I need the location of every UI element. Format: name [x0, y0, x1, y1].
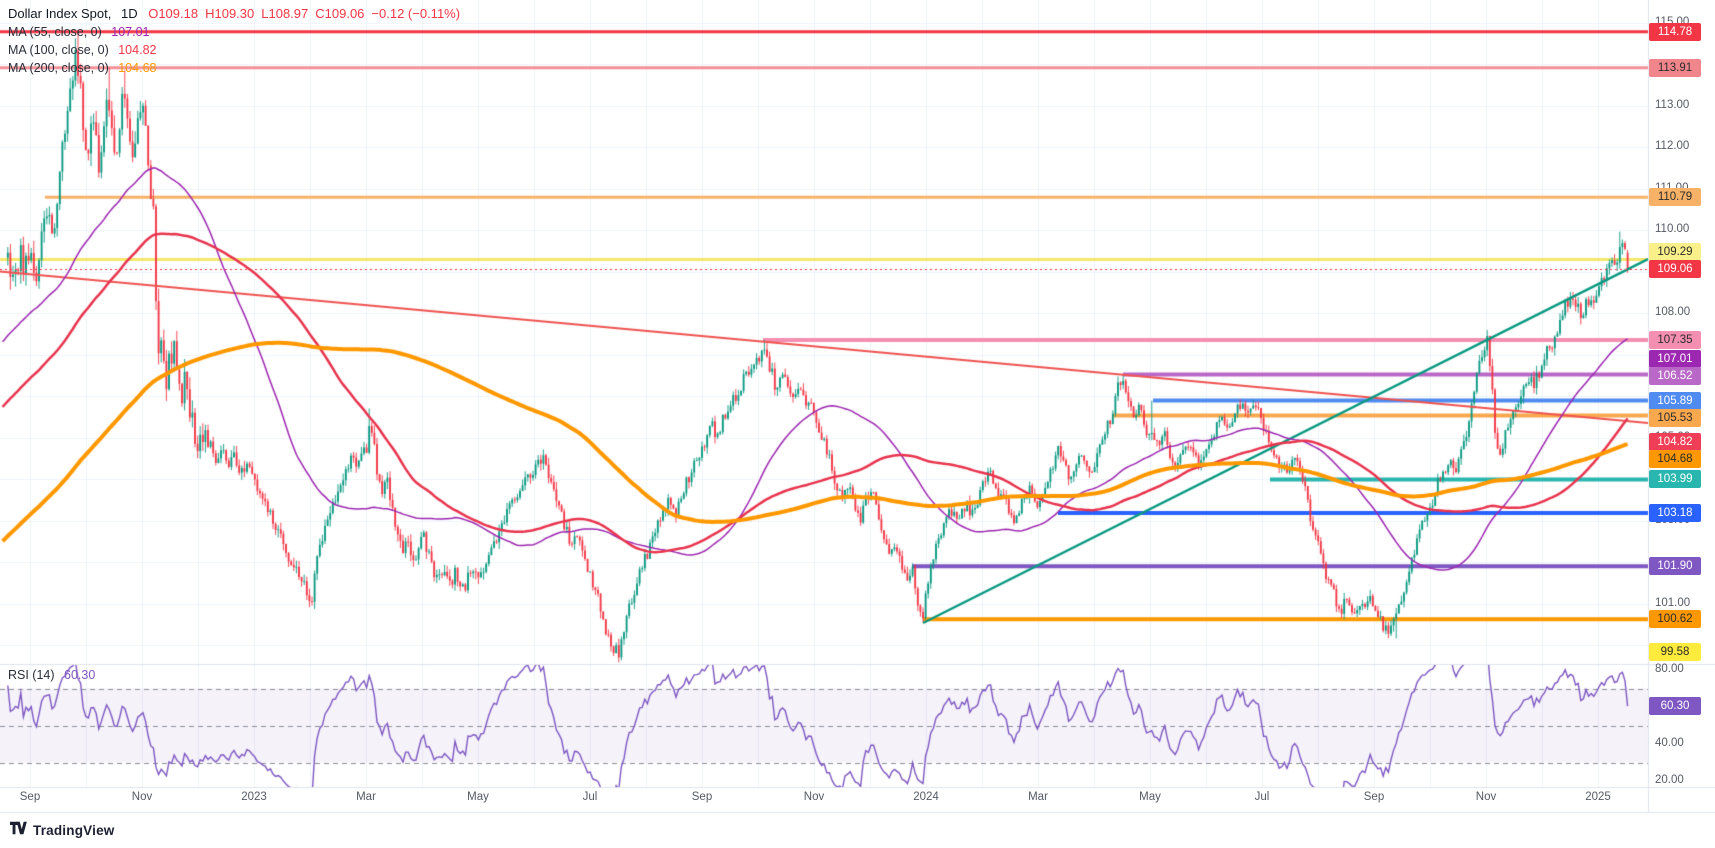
price-label-badge: 104.82 [1649, 432, 1701, 451]
price-label-badge: 99.58 [1649, 643, 1701, 661]
time-label: 2024 [913, 791, 939, 803]
time-label: Mar [356, 791, 376, 803]
price-label-badge: 101.90 [1649, 557, 1701, 576]
indicator-row-ma200[interactable]: MA (200, close, 0) 104.68 [8, 59, 460, 77]
time-label: Sep [19, 791, 41, 803]
time-label: May [1139, 791, 1161, 803]
rsi-label: RSI (14) [8, 668, 55, 682]
price-label-badge: 60.30 [1649, 697, 1701, 716]
price-label-badge: 107.35 [1649, 330, 1701, 349]
time-label: Sep [1363, 791, 1385, 803]
price-tick: 112.00 [1655, 140, 1690, 152]
rsi-value: 60.30 [64, 668, 96, 682]
rsi-tick: 80.00 [1655, 663, 1684, 675]
price-label-badge: 103.99 [1649, 470, 1701, 489]
indicator-row-ma100[interactable]: MA (100, close, 0) 104.82 [8, 41, 460, 59]
price-label-badge: 110.79 [1649, 188, 1701, 207]
price-label-badge: 100.62 [1649, 610, 1701, 629]
tradingview-logo-icon [10, 821, 27, 840]
ma55-label: MA (55, close, 0) [8, 25, 102, 39]
symbol-legend: Dollar Index Spot, 1D O109.18 H109.30 L108… [8, 5, 460, 77]
price-label-badge: 109.06 [1649, 260, 1701, 278]
interval-label: 1D [120, 6, 138, 21]
symbol-row[interactable]: Dollar Index Spot, 1D O109.18 H109.30 L108… [8, 5, 460, 23]
time-label: Jul [582, 791, 598, 803]
ohlc-close: C109.06 [315, 6, 365, 21]
price-tick: 113.00 [1655, 98, 1690, 111]
ohlc-high: H109.30 [205, 6, 255, 21]
price-label-badge: 105.89 [1649, 391, 1701, 410]
price-label-badge: 106.52 [1649, 367, 1701, 386]
ma100-label: MA (100, close, 0) [8, 43, 109, 57]
rsi-tick: 20.00 [1655, 774, 1684, 786]
price-label-badge: 109.29 [1649, 243, 1701, 262]
tradingview-brand-text: TradingView [33, 823, 115, 838]
rsi-legend-row[interactable]: RSI (14) 60.30 [8, 667, 95, 684]
time-label: Sep [691, 791, 713, 803]
time-label: Nov [131, 791, 153, 803]
price-tick: 108.00 [1655, 306, 1691, 318]
ma200-value: 104.68 [118, 61, 157, 75]
price-label-badge: 104.68 [1649, 449, 1701, 468]
tradingview-attribution[interactable]: TradingView [10, 821, 114, 840]
ma55-value: 107.01 [111, 25, 150, 39]
time-label: 2025 [1585, 791, 1611, 803]
time-label: Nov [1475, 791, 1497, 803]
ma200-label: MA (200, close, 0) [8, 61, 109, 75]
ohlc-open: O109.18 [148, 6, 199, 21]
rsi-tick: 40.00 [1655, 737, 1684, 749]
ohlc-low: L108.97 [261, 6, 309, 21]
indicator-row-ma55[interactable]: MA (55, close, 0) 107.01 [8, 23, 460, 41]
price-label-badge: 105.53 [1649, 408, 1701, 427]
time-label: May [467, 791, 489, 803]
price-label-badge: 107.01 [1649, 350, 1701, 369]
time-label: 2023 [241, 791, 267, 803]
price-tick: 110.00 [1655, 223, 1690, 235]
ohlc-values: O109.18 H109.30 L108.97 C109.06 −0.12 (−0.11… [141, 6, 460, 21]
ma100-value: 104.82 [118, 43, 157, 57]
price-label-badge: 113.91 [1649, 58, 1701, 77]
price-label-badge: 103.18 [1649, 504, 1701, 523]
time-label: Jul [1254, 791, 1270, 803]
price-axis[interactable]: 115.00113.00112.00111.00110.00108.00105.… [1648, 0, 1715, 812]
price-tick: 101.00 [1655, 596, 1691, 609]
time-axis[interactable]: Sep Nov 2023 Mar May Jul Sep Nov 2024 Mar May Jul Se… [0, 787, 1648, 812]
symbol-title: Dollar Index Spot, [8, 6, 112, 21]
time-label: Mar [1028, 791, 1048, 803]
price-label-badge: 114.78 [1649, 22, 1701, 41]
ohlc-change: −0.12 (−0.11%) [371, 6, 461, 21]
time-label: Nov [803, 791, 825, 803]
